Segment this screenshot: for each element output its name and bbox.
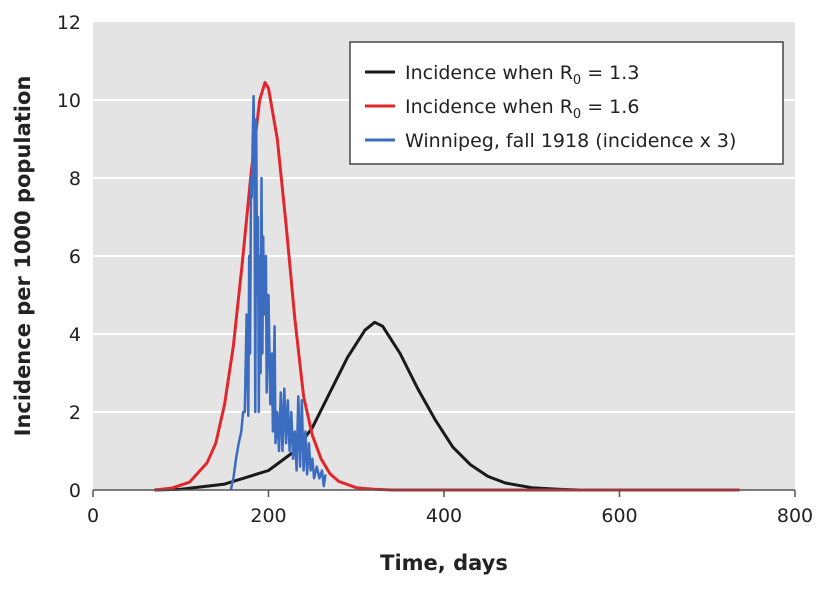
series-r0-1-6-line	[154, 81, 740, 492]
x-tick-label: 400	[426, 505, 462, 527]
legend-label: Incidence when R0 = 1.6	[405, 96, 639, 122]
y-tick-label: 8	[69, 168, 81, 190]
x-axis-title: Time, days	[380, 551, 508, 575]
x-tick-label: 0	[87, 505, 99, 527]
x-tick-label: 200	[250, 505, 286, 527]
legend-label: Winnipeg, fall 1918 (incidence x 3)	[405, 130, 736, 152]
y-tick-label: 0	[69, 480, 81, 502]
y-tick-label: 2	[69, 402, 81, 424]
y-axis-title: Incidence per 1000 population	[11, 76, 35, 437]
legend-box	[349, 41, 784, 165]
legend: Incidence when R0 = 1.3 Incidence when R0…	[349, 41, 784, 165]
legend-label: Incidence when R0 = 1.3	[405, 62, 639, 88]
y-tick-label: 10	[57, 90, 81, 112]
x-tick-label: 600	[601, 505, 637, 527]
y-tick-label: 4	[69, 324, 81, 346]
y-tick-label: 12	[57, 12, 81, 34]
series-winnipeg-line	[229, 94, 327, 491]
y-tick-label: 6	[69, 246, 81, 268]
x-tick-label: 800	[777, 505, 813, 527]
series-r0-1-3-line	[154, 320, 581, 492]
